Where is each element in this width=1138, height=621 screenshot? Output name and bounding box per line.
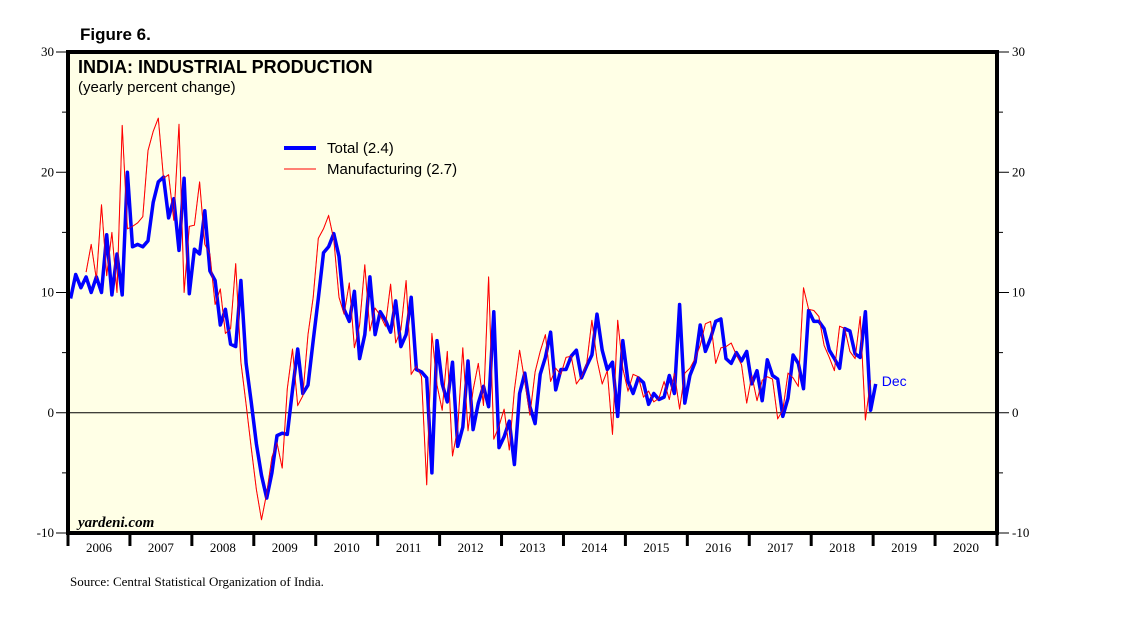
x-tick-label: 2017 — [767, 540, 794, 555]
x-axis: 2006 2007 2008 2009 2010 2011 2012 2013 2014 2015… — [66, 533, 999, 555]
y-tick-label-right: 30 — [1012, 44, 1025, 59]
y-tick-label-left: 0 — [48, 405, 55, 420]
y-tick-label-left: 30 — [41, 44, 54, 59]
annotation-dec: Dec — [882, 373, 907, 389]
y-axis-left: -10 0 10 20 30 — [37, 44, 68, 540]
x-tick-label: 2010 — [334, 540, 360, 555]
y-tick-label-right: -10 — [1012, 525, 1029, 540]
series-layer — [68, 117, 878, 521]
x-tick-label: 2015 — [643, 540, 669, 555]
x-tick-label: 2013 — [520, 540, 546, 555]
plot-area — [68, 52, 997, 533]
y-tick-label-left: 20 — [41, 164, 54, 179]
x-tick-label: 2009 — [272, 540, 298, 555]
series-line-total — [68, 170, 878, 500]
plot-frame — [66, 50, 999, 535]
legend-label-total: Total (2.4) — [327, 140, 394, 157]
figure-label: Figure 6. — [80, 25, 151, 44]
x-tick-label: 2008 — [210, 540, 236, 555]
x-tick-label: 2020 — [953, 540, 979, 555]
chart-subtitle: (yearly percent change) — [78, 79, 236, 96]
x-tick-label: 2011 — [396, 540, 422, 555]
x-tick-label: 2006 — [86, 540, 113, 555]
x-tick-label: 2016 — [705, 540, 732, 555]
y-tick-label-left: 10 — [41, 285, 54, 300]
series-line-manufacturing-overlay — [85, 117, 871, 520]
y-tick-label-right: 0 — [1012, 405, 1019, 420]
x-tick-label: 2007 — [148, 540, 175, 555]
x-tick-label: 2018 — [829, 540, 855, 555]
watermark: yardeni.com — [76, 515, 154, 531]
x-tick-label: 2014 — [581, 540, 608, 555]
y-tick-label-left: -10 — [37, 525, 54, 540]
x-tick-label: 2019 — [891, 540, 917, 555]
legend-label-manufacturing: Manufacturing (2.7) — [327, 161, 457, 178]
chart-title: INDIA: INDUSTRIAL PRODUCTION — [78, 57, 373, 77]
source-note: Source: Central Statistical Organization… — [70, 574, 324, 589]
legend: Total (2.4) Manufacturing (2.7) — [284, 140, 457, 178]
x-tick-label: 2012 — [458, 540, 484, 555]
y-axis-right: -10 0 10 20 30 — [997, 44, 1029, 540]
y-tick-label-right: 20 — [1012, 164, 1025, 179]
y-tick-label-right: 10 — [1012, 285, 1025, 300]
